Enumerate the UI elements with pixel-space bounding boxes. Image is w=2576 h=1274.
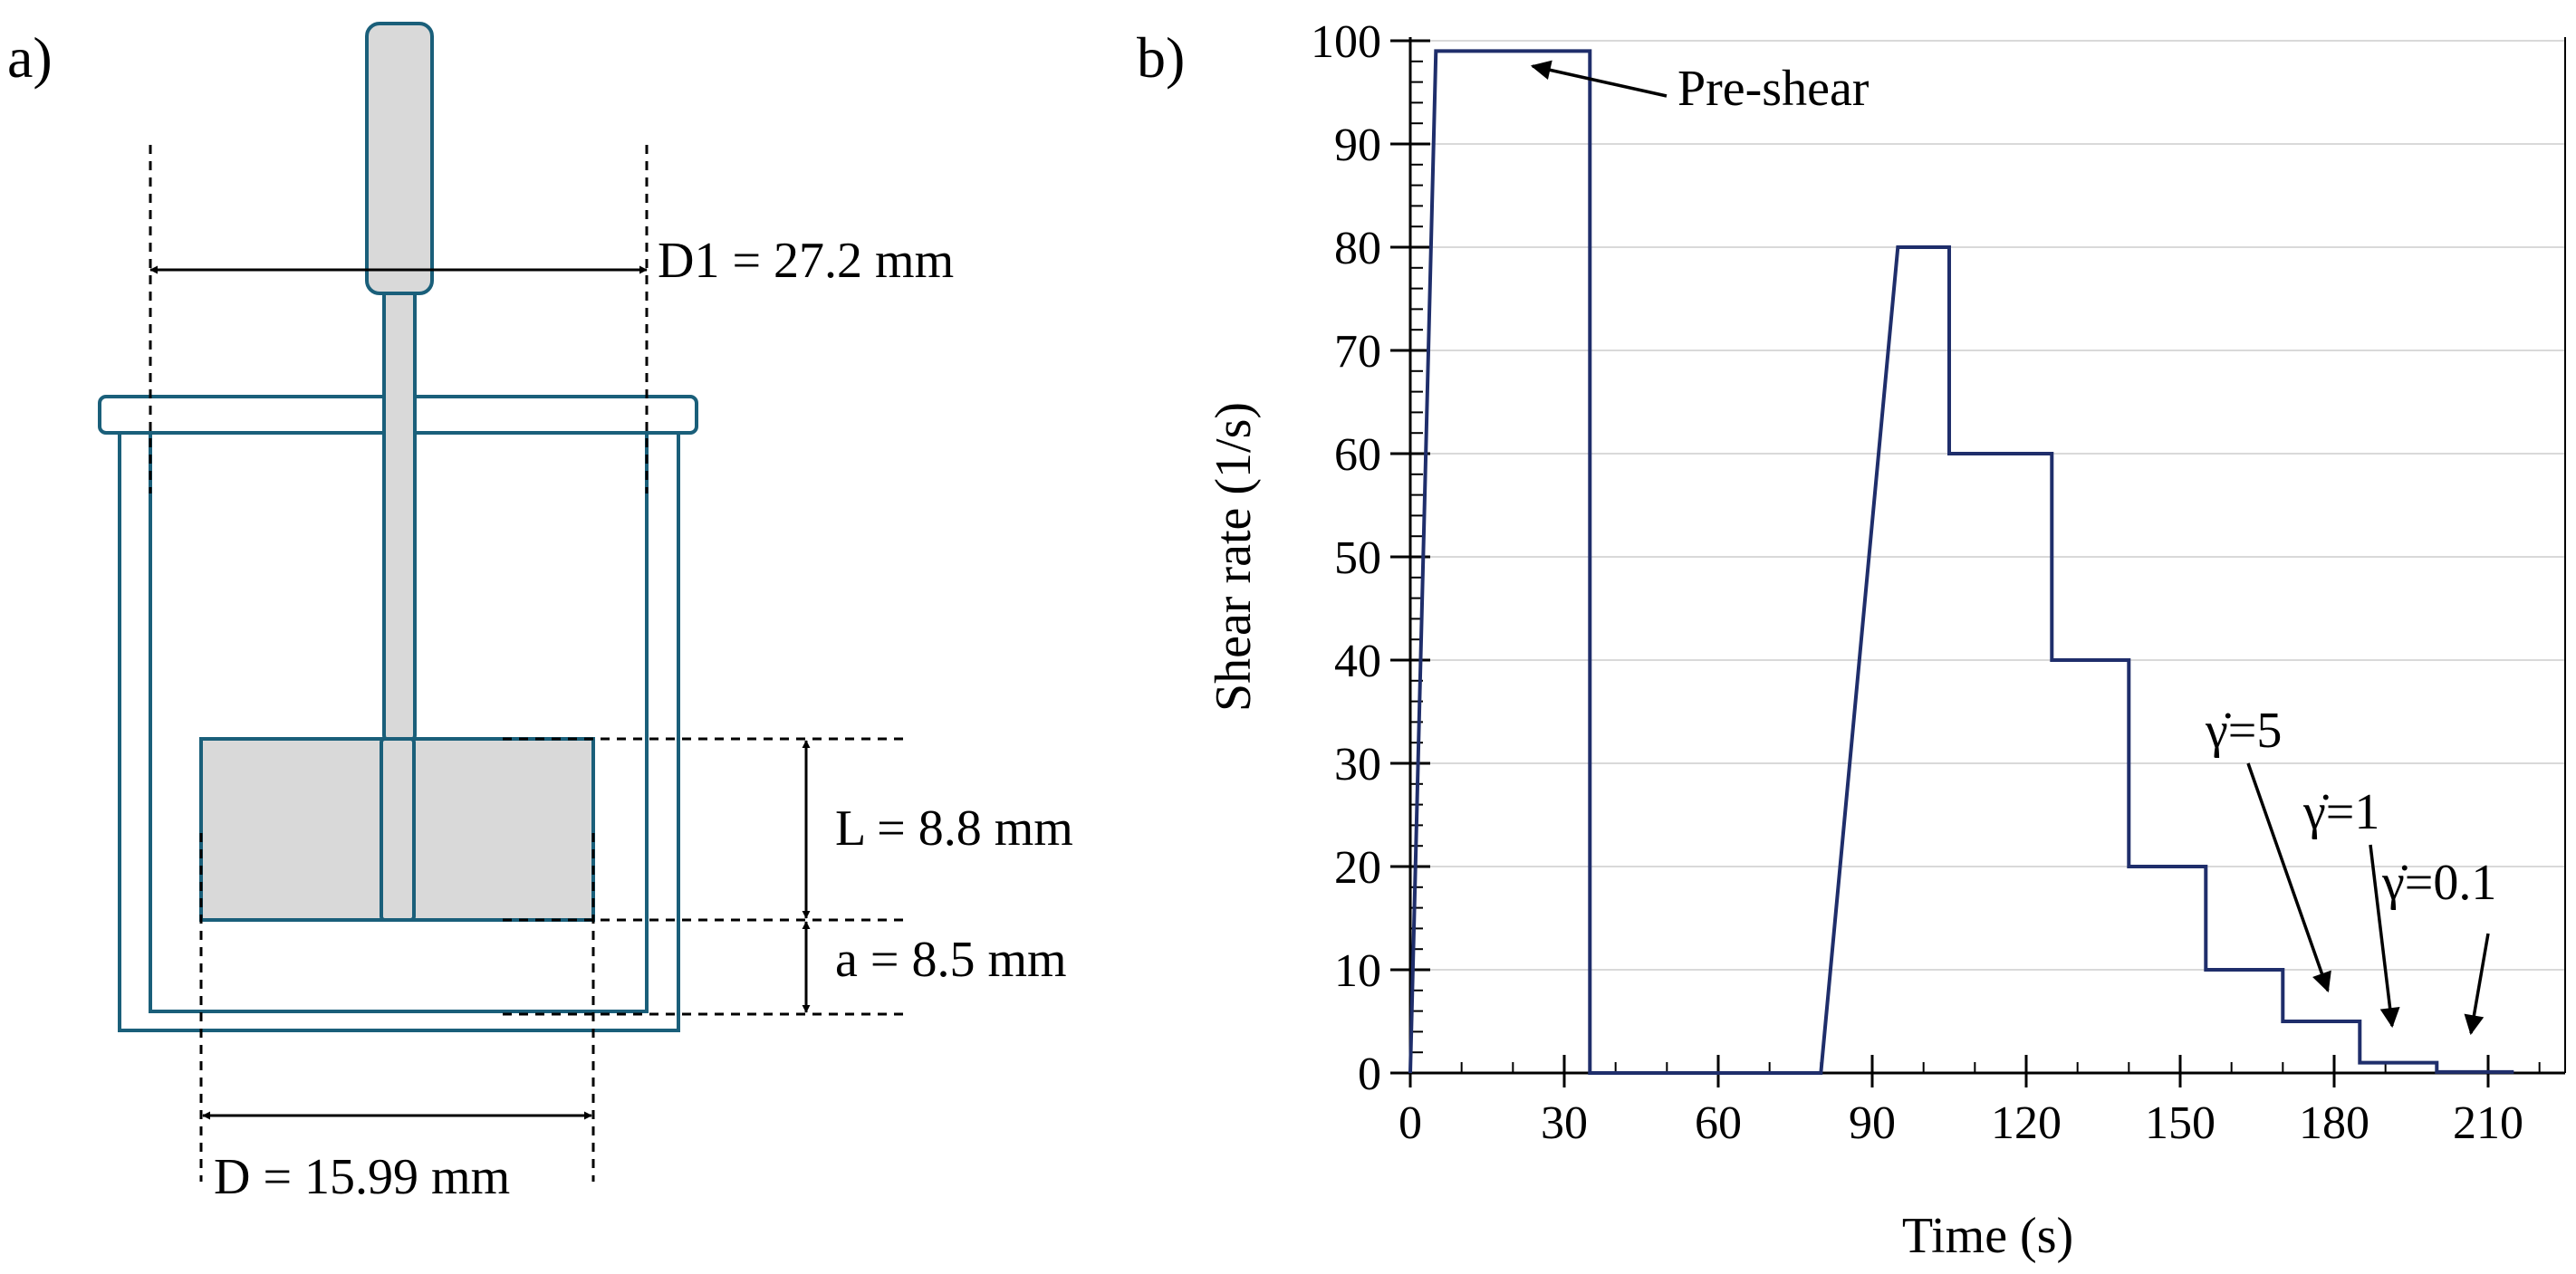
x-tick-label-180: 180 [2299, 1097, 2369, 1149]
y-tick-label-40: 40 [1334, 636, 1381, 687]
y-tick-label-10: 10 [1334, 945, 1381, 997]
y-tick-label-50: 50 [1334, 532, 1381, 584]
x-tick-label-90: 90 [1849, 1097, 1896, 1149]
chart-axes [1408, 37, 2566, 1075]
x-axis-label: Time (s) [1902, 1208, 2073, 1264]
rate-5-arrow [2246, 762, 2331, 993]
l-label: L = 8.8 mm [835, 800, 1073, 857]
vane-hub [380, 737, 416, 922]
a-label: a = 8.5 mm [835, 932, 1067, 988]
tick-marks [1390, 39, 2541, 1087]
panel-a-diagram: a) D1 = 27.2 mm L = 8.8 mm [7, 22, 1073, 1205]
panel-b-chart: b) 0 10 20 30 40 50 60 70 80 90 100 0 30 60 90 120 150 18… [1137, 16, 2566, 1264]
spindle-handle [365, 22, 434, 295]
y-tick-label-70: 70 [1334, 326, 1381, 378]
panel-b-label: b) [1137, 25, 1185, 90]
x-tick-label-30: 30 [1541, 1097, 1588, 1149]
series-line-0 [1408, 49, 2514, 1075]
x-tick-label-60: 60 [1695, 1097, 1742, 1149]
y-tick-label-100: 100 [1311, 16, 1381, 68]
tick-labels: 0 10 20 30 40 50 60 70 80 90 100 0 30 60 90 120 150 180 21… [1311, 16, 2523, 1149]
x-tick-label-150: 150 [2145, 1097, 2216, 1149]
y-axis-label: Shear rate (1/s) [1206, 402, 1262, 712]
rate-1-arrow [2369, 844, 2400, 1029]
rate-1-label: γ̇=1 [2302, 784, 2379, 840]
rate-01-arrow [2464, 933, 2490, 1036]
rate-01-label: γ̇=0.1 [2381, 855, 2496, 911]
preshear-arrow [1530, 60, 1668, 98]
preshear-label: Pre-shear [1677, 61, 1870, 117]
extension-lines [149, 145, 906, 1182]
cup-inner-wall [149, 433, 649, 1013]
rate-5-label: γ̇=5 [2205, 703, 2282, 759]
spindle-shaft [382, 288, 417, 742]
x-tick-label-0: 0 [1399, 1097, 1422, 1149]
x-tick-label-120: 120 [1991, 1097, 2062, 1149]
x-tick-label-210: 210 [2453, 1097, 2523, 1149]
y-tick-label-80: 80 [1334, 223, 1381, 274]
y-tick-label-90: 90 [1334, 120, 1381, 171]
series-group [1408, 49, 2514, 1075]
y-tick-label-0: 0 [1358, 1049, 1381, 1100]
cup-outer-wall [118, 433, 680, 1032]
d-label: D = 15.99 mm [214, 1149, 510, 1205]
d1-label: D1 = 27.2 mm [658, 233, 954, 289]
gridlines [1410, 40, 2565, 971]
panel-a-label: a) [7, 25, 53, 90]
y-tick-label-20: 20 [1334, 842, 1381, 894]
y-tick-label-60: 60 [1334, 429, 1381, 481]
y-tick-label-30: 30 [1334, 739, 1381, 790]
